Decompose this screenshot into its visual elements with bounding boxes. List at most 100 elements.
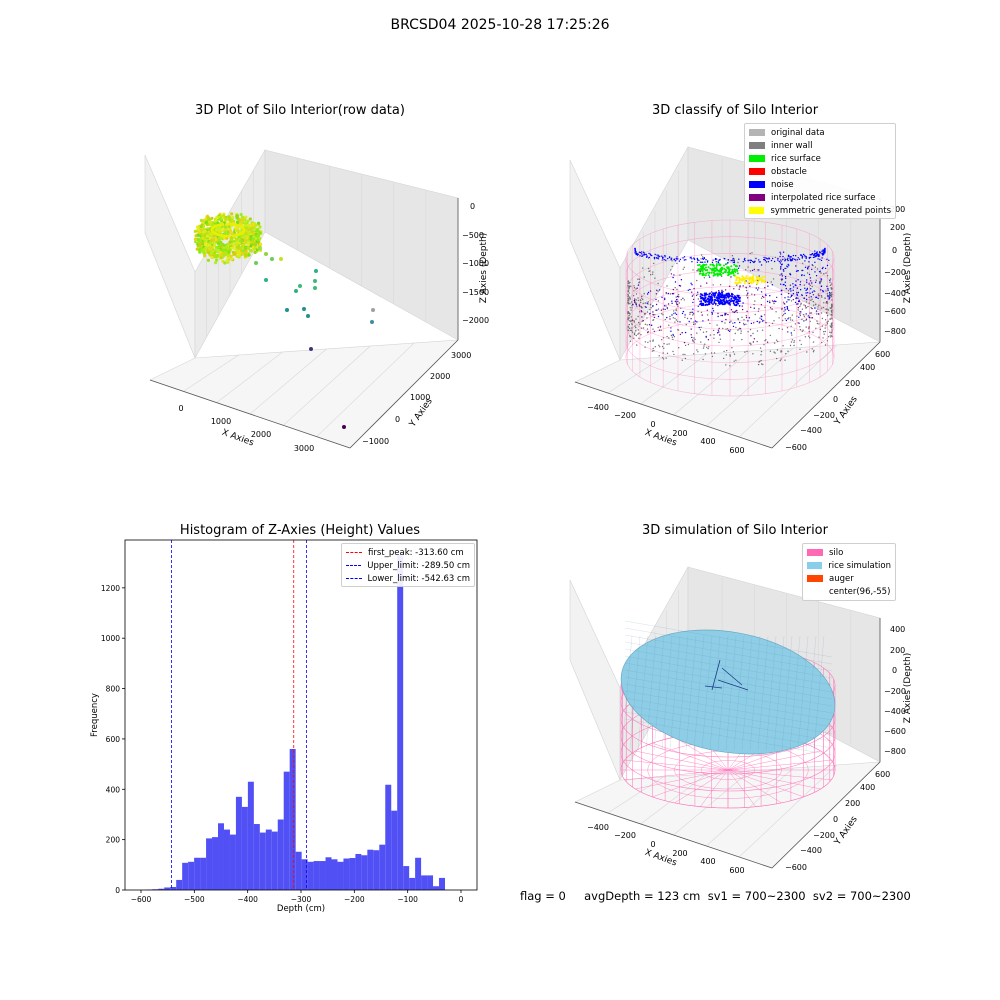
interpolated-point [818, 295, 820, 297]
inner-wall-point [751, 252, 753, 254]
inner-wall-point [820, 280, 822, 283]
inner-wall-point [692, 294, 695, 296]
symmetric-point [734, 275, 737, 278]
inner-wall-point [809, 284, 812, 287]
raw-point [249, 227, 254, 231]
inner-wall-point [831, 324, 833, 326]
inner-wall-point [790, 325, 792, 327]
interpolated-point [730, 276, 732, 278]
inner-wall-point [644, 302, 646, 304]
raw-point [258, 242, 263, 246]
symmetric-point [763, 281, 766, 284]
raw-point [221, 216, 225, 220]
raw-point [213, 225, 216, 229]
inner-wall-point [821, 296, 823, 298]
raw-point [228, 248, 232, 252]
inner-wall-point [654, 314, 656, 316]
inner-wall-point [789, 296, 791, 299]
inner-wall-point [771, 322, 774, 325]
raw-point [207, 247, 211, 251]
noise-point [703, 294, 706, 297]
panel4-z-tick: −800 [884, 747, 906, 756]
rice-surface-point [704, 269, 707, 272]
raw-point [212, 234, 216, 238]
raw-point [241, 252, 245, 256]
noise-point [708, 303, 711, 306]
inner-wall-point [793, 329, 795, 331]
rice-mesh-line [637, 635, 649, 751]
noise-point [635, 251, 637, 253]
panel2-legend-entry: rice surface [749, 152, 891, 165]
rice-surface-point [713, 274, 715, 277]
noise-point [807, 292, 809, 294]
noise-point [710, 302, 713, 304]
inner-wall-point [661, 339, 663, 341]
inner-wall-point [808, 328, 810, 330]
rice-mesh-line [624, 648, 833, 686]
rice-mesh-line [624, 718, 833, 756]
interpolated-point [784, 307, 786, 309]
panel1-y-tick: 2000 [430, 372, 450, 381]
inner-wall-point [745, 323, 747, 325]
inner-wall-point [663, 347, 665, 349]
inner-wall-point [631, 305, 633, 307]
noise-point [778, 260, 780, 263]
grid-line [283, 345, 371, 426]
noise-point [705, 259, 707, 261]
inner-wall-point [702, 347, 705, 349]
noise-point [693, 257, 695, 259]
inner-wall-point [627, 311, 629, 313]
inner-wall-point [831, 299, 833, 301]
noise-point [808, 283, 810, 285]
panel2-z-tick: 0 [892, 246, 897, 255]
panel2-legend-label: original data [771, 127, 825, 138]
interpolated-point [632, 303, 634, 306]
histogram-y-tick-label: 600 [106, 735, 121, 744]
inner-wall-point [820, 295, 823, 297]
noise-point [779, 255, 781, 258]
noise-point [796, 259, 799, 261]
interpolated-point [745, 287, 747, 289]
histogram-y-tick-label: 400 [106, 785, 121, 794]
raw-point [255, 229, 259, 233]
histogram-bar [295, 851, 302, 890]
rice-surface-point [705, 272, 708, 275]
symmetric-point [741, 275, 744, 278]
raw-point [212, 231, 215, 234]
noise-point [653, 258, 656, 260]
inner-wall-point [694, 338, 696, 341]
inner-wall-point [696, 279, 698, 282]
inner-wall-point [677, 329, 680, 331]
inner-wall-point [631, 307, 633, 309]
panel4-z-tick: −200 [884, 687, 906, 696]
inner-wall-point [668, 343, 670, 345]
inner-wall-point [640, 334, 642, 336]
inner-wall-point [669, 293, 672, 295]
interpolated-point [675, 313, 678, 316]
noise-point [713, 292, 716, 294]
noise-point [810, 254, 812, 256]
inner-wall-point [709, 334, 712, 336]
inner-wall-point [831, 322, 833, 325]
inner-wall-point [791, 334, 793, 336]
inner-wall-point [823, 302, 825, 304]
inner-wall-point [734, 332, 736, 335]
noise-point [829, 294, 831, 296]
raw-point [198, 242, 202, 246]
inner-wall-point [637, 297, 639, 299]
interpolated-point [688, 320, 690, 323]
noise-point [710, 295, 713, 298]
inner-wall-point [749, 328, 752, 331]
inner-wall-point [633, 332, 636, 334]
interpolated-point [787, 292, 790, 295]
panel2-legend-label: rice surface [771, 153, 821, 164]
noise-point [797, 279, 799, 281]
panel4-z-tick: 200 [890, 646, 905, 655]
raw-point [257, 221, 261, 225]
noise-point [824, 248, 826, 251]
rice-surface-point [722, 272, 725, 275]
inner-wall-point [806, 272, 809, 274]
raw-point [225, 236, 229, 240]
panel4-x-tick: 600 [729, 866, 744, 875]
noise-point [792, 254, 795, 257]
